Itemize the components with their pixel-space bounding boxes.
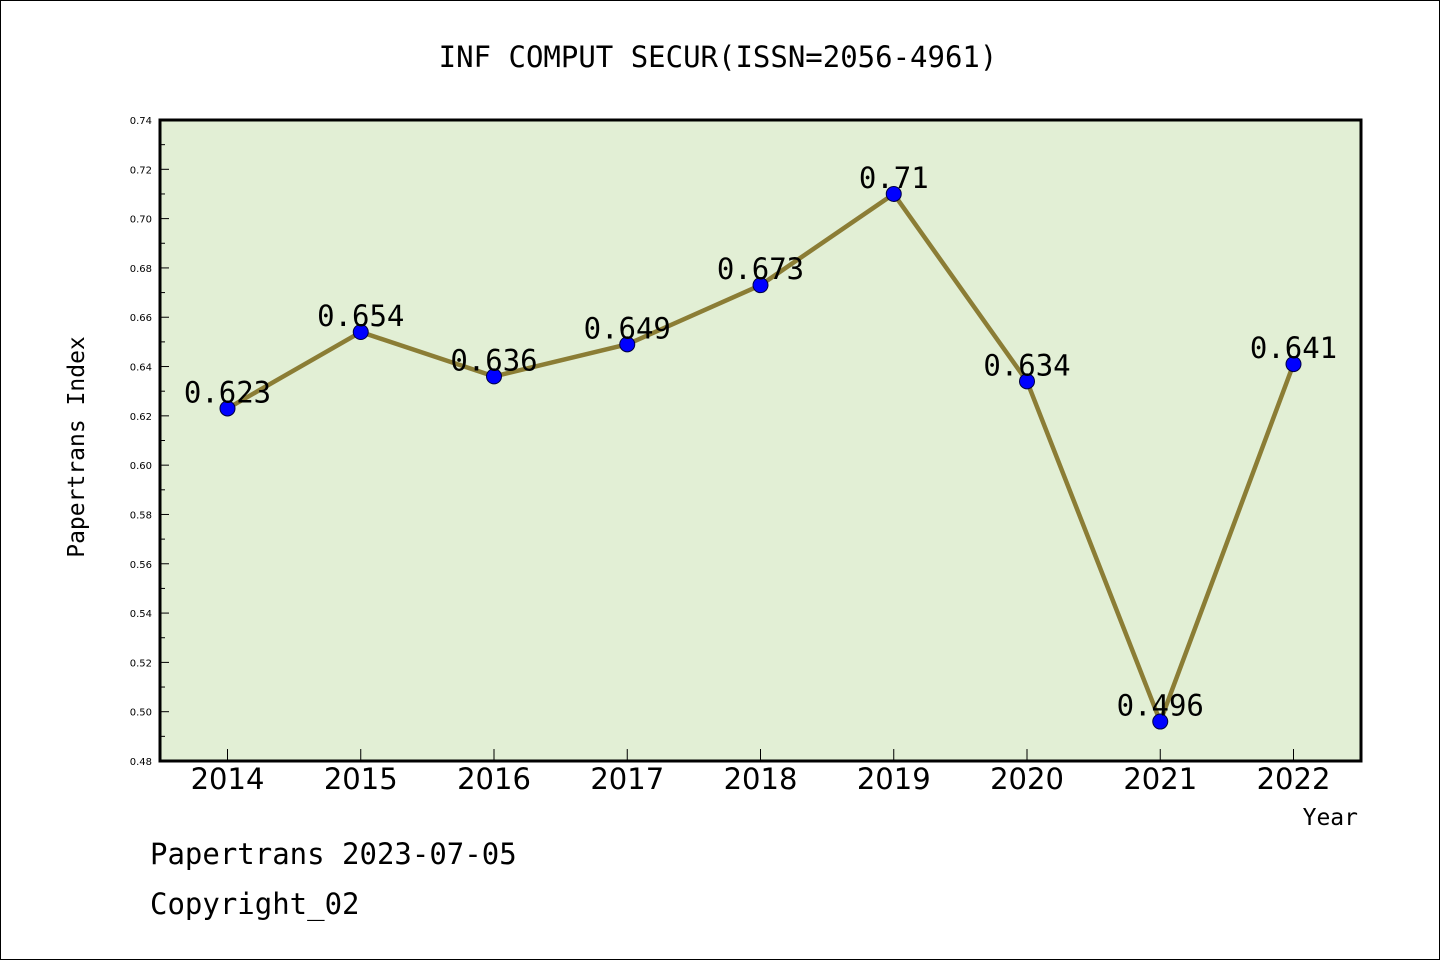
data-label: 0.634: [983, 348, 1070, 382]
x-tick-label: 2018: [724, 762, 798, 796]
x-tick-label: 2017: [590, 762, 664, 796]
data-point: [752, 277, 769, 294]
y-tick-label: 0.50: [130, 708, 152, 719]
series-layer: 0.623 0.654 0.636 0.649 0.673 0.71 0.634 0.496 0…: [184, 161, 1337, 730]
y-tick-label: 0.56: [130, 560, 152, 571]
y-tick-label: 0.54: [130, 609, 152, 620]
data-point: [619, 336, 636, 353]
y-tick-label: 0.74: [130, 116, 152, 127]
x-tick-label: 2022: [1257, 762, 1331, 796]
data-label: 0.649: [584, 311, 671, 345]
y-axis-ticks: 0.48 0.50 0.52 0.54 0.56 0.58 0.60 0.62 0.64 0.66…: [130, 116, 169, 768]
data-point: [219, 400, 236, 417]
y-tick-label: 0.58: [130, 510, 152, 521]
data-label: 0.71: [859, 161, 929, 195]
data-point: [1285, 356, 1302, 373]
data-point: [352, 324, 369, 341]
y-tick-label: 0.68: [130, 264, 152, 275]
data-label: 0.496: [1117, 689, 1204, 723]
x-tick-label: 2016: [457, 762, 531, 796]
x-axis-ticks: 2014 2015 2016 2017 2018 2019 2020 2021 2022: [191, 749, 1331, 796]
y-tick-label: 0.48: [130, 757, 152, 768]
y-tick-label: 0.64: [130, 363, 152, 374]
x-tick-label: 2019: [857, 762, 931, 796]
data-point: [885, 185, 902, 202]
y-tick-label: 0.60: [130, 461, 152, 472]
y-tick-label: 0.72: [130, 165, 152, 176]
data-label: 0.641: [1250, 331, 1337, 365]
x-axis-label: Year: [1303, 805, 1358, 831]
x-tick-label: 2021: [1123, 762, 1197, 796]
footer-date: Papertrans 2023-07-05: [150, 837, 517, 871]
y-tick-label: 0.66: [130, 313, 152, 324]
chart-title: INF COMPUT SECUR(ISSN=2056-4961): [439, 40, 998, 74]
x-tick-label: 2014: [191, 762, 265, 796]
data-label: 0.673: [717, 252, 804, 286]
data-point: [486, 368, 502, 385]
y-tick-label: 0.70: [130, 215, 152, 226]
y-axis-label: Papertrans Index: [64, 336, 90, 558]
data-point: [1019, 373, 1035, 390]
x-tick-label: 2015: [324, 762, 398, 796]
y-tick-label: 0.52: [130, 658, 152, 669]
plot-area: [158, 118, 1363, 763]
y-tick-label: 0.62: [130, 412, 152, 423]
footer-copyright: Copyright_02: [150, 887, 360, 922]
x-tick-label: 2020: [990, 762, 1064, 796]
data-label: 0.623: [184, 375, 271, 409]
data-label: 0.654: [317, 299, 404, 333]
data-point: [1152, 713, 1169, 730]
data-label: 0.636: [450, 343, 537, 377]
